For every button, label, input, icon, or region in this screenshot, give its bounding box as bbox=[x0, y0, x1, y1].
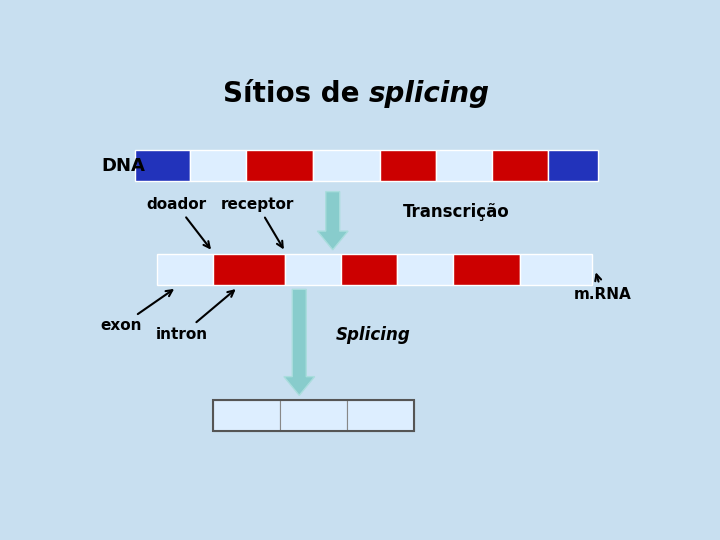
Bar bbox=[213, 254, 285, 285]
FancyArrow shape bbox=[318, 192, 348, 250]
Text: doador: doador bbox=[146, 198, 210, 248]
Text: receptor: receptor bbox=[221, 198, 294, 247]
Bar bbox=[313, 150, 380, 181]
Bar bbox=[520, 254, 593, 285]
Bar bbox=[246, 150, 313, 181]
Bar bbox=[285, 254, 341, 285]
Text: exon: exon bbox=[100, 290, 172, 333]
Bar bbox=[213, 400, 414, 431]
Bar bbox=[397, 254, 453, 285]
Text: Sítios de: Sítios de bbox=[223, 80, 369, 108]
Bar bbox=[380, 150, 436, 181]
Bar bbox=[280, 400, 347, 431]
Bar bbox=[341, 254, 397, 285]
Bar bbox=[453, 254, 520, 285]
Text: m.RNA: m.RNA bbox=[574, 274, 631, 302]
Text: Transcrição: Transcrição bbox=[402, 204, 509, 221]
Bar bbox=[492, 150, 547, 181]
Text: DNA: DNA bbox=[101, 157, 145, 174]
Bar bbox=[436, 150, 492, 181]
Bar bbox=[135, 150, 190, 181]
Text: intron: intron bbox=[156, 291, 234, 342]
FancyArrow shape bbox=[284, 289, 315, 395]
Bar bbox=[347, 400, 414, 431]
Bar bbox=[190, 150, 246, 181]
Bar bbox=[213, 400, 279, 431]
Bar bbox=[157, 254, 213, 285]
Bar bbox=[547, 150, 598, 181]
Text: splicing: splicing bbox=[369, 80, 490, 108]
Text: Splicing: Splicing bbox=[336, 326, 410, 344]
